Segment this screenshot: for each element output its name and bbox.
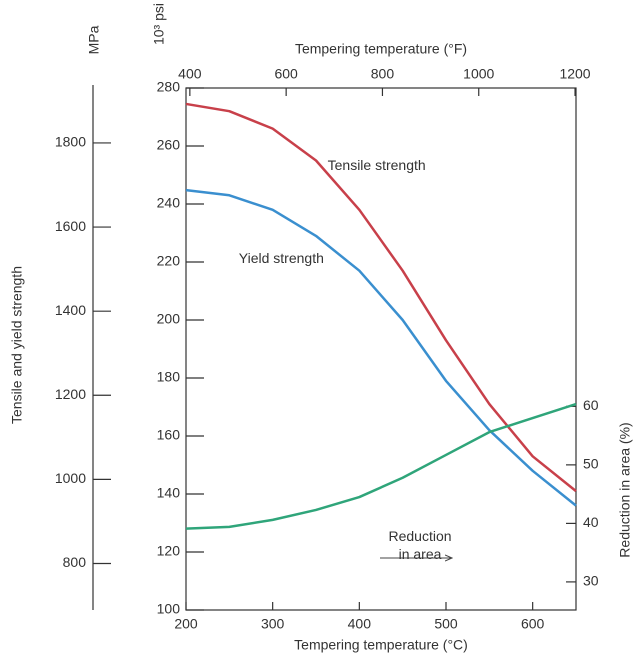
y-tick-label: 260 [157,137,181,153]
mpa-tick-label: 1200 [55,386,86,402]
mpa-unit: MPa [86,25,102,54]
series-line [185,188,577,507]
y-tick-label: 240 [157,195,181,211]
annotation: Tensile strength [328,157,426,173]
y-tick-label: 100 [157,601,181,617]
y-tick-label: 160 [157,427,181,443]
annotation: Reduction [388,528,451,544]
y-tick-label: 180 [157,369,181,385]
x2-axis-title: Tempering temperature (°F) [295,41,467,57]
series-line [185,102,577,493]
y2-tick-label: 40 [583,514,599,530]
y-tick-label: 120 [157,543,181,559]
x2-tick-label: 600 [274,66,298,82]
mpa-tick-label: 1000 [55,470,86,486]
x-tick-label: 500 [434,616,458,632]
x2-tick-label: 1200 [559,66,590,82]
x-tick-label: 600 [521,616,545,632]
mpa-tick-label: 1800 [55,134,86,150]
mpa-tick-label: 1400 [55,302,86,318]
y2-tick-label: 60 [583,397,599,413]
annotation: Yield strength [239,250,324,266]
mpa-tick-label: 800 [63,554,87,570]
y-tick-label: 220 [157,253,181,269]
y-unit: 10³ psi [151,3,167,45]
y-tick-label: 200 [157,311,181,327]
y2-tick-label: 50 [583,456,599,472]
y-tick-label: 140 [157,485,181,501]
y2-axis-title: Reduction in area (%) [617,422,633,557]
x2-tick-label: 400 [178,66,202,82]
plot-frame [185,87,577,611]
x2-tick-label: 800 [371,66,395,82]
y2-tick-label: 30 [583,573,599,589]
x-axis-title: Tempering temperature (°C) [294,637,468,653]
x-tick-label: 300 [261,616,285,632]
mpa-tick-label: 1600 [55,218,86,234]
y-axis-title: Tensile and yield strength [9,266,25,424]
annotation: in area [399,546,442,562]
x-tick-label: 200 [174,616,198,632]
x-tick-label: 400 [348,616,372,632]
x2-tick-label: 1000 [463,66,494,82]
y-tick-label: 280 [157,79,181,95]
series-line [185,402,577,530]
